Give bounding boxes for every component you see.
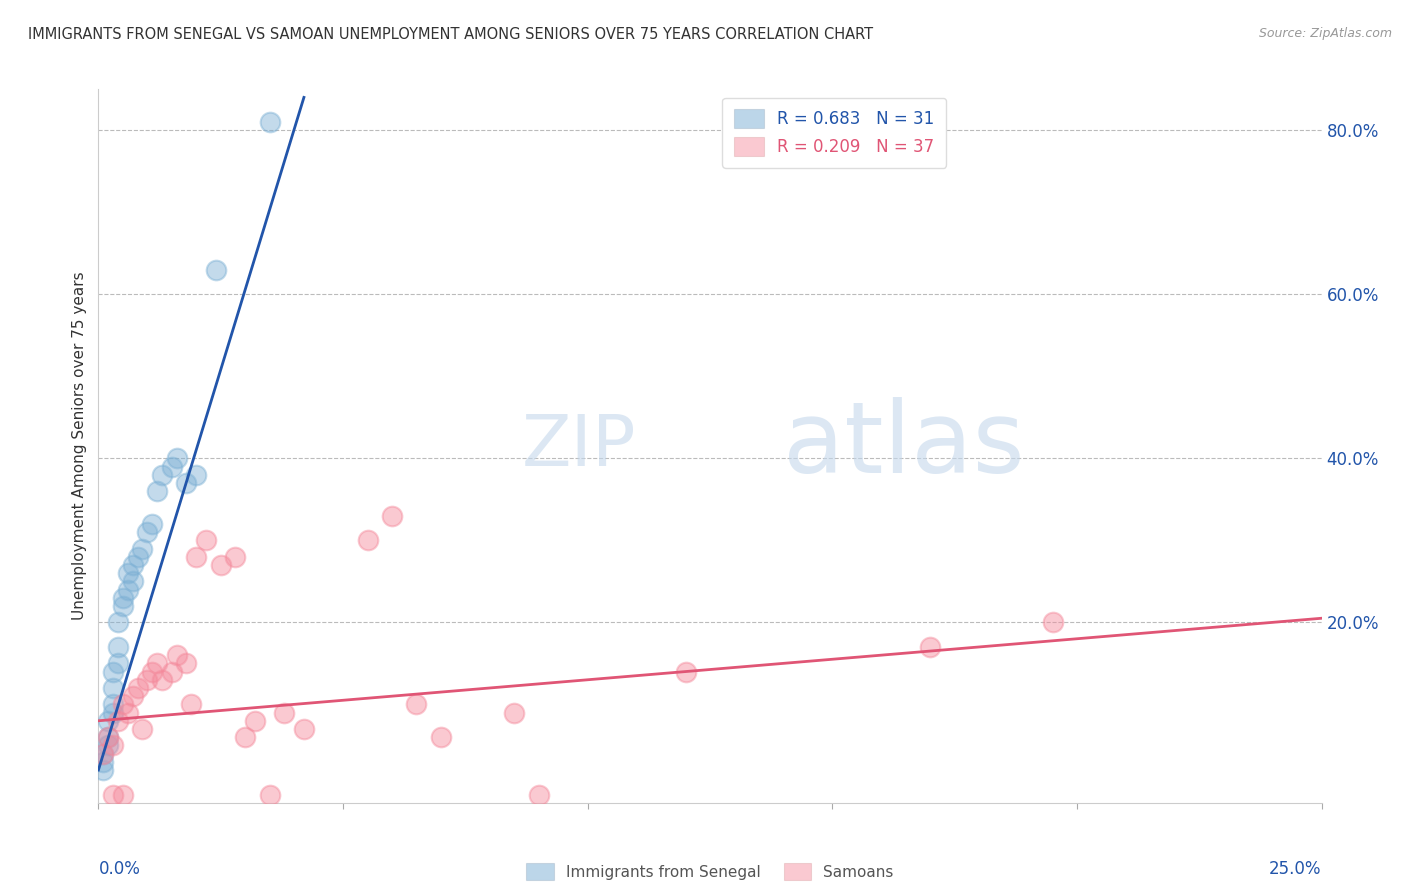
Point (107, 657, 129, 671)
Point (107, 640, 129, 654)
Point (233, 730, 256, 744)
Point (243, 714, 266, 728)
Point (176, 475, 198, 490)
Point (273, 706, 295, 720)
Point (160, 665, 183, 679)
Point (101, 681, 124, 695)
Point (205, 262, 228, 277)
Point (180, 698, 202, 712)
Point (150, 673, 173, 687)
Point (141, 516, 163, 531)
Point (101, 739, 124, 753)
Point (141, 665, 163, 679)
Text: ZIP: ZIP (522, 411, 637, 481)
Point (186, 467, 208, 482)
Point (405, 698, 427, 712)
Point (503, 706, 526, 720)
Point (527, 788, 550, 802)
Point (101, 706, 124, 720)
Text: IMMIGRANTS FROM SENEGAL VS SAMOAN UNEMPLOYMENT AMONG SENIORS OVER 75 YEARS CORRE: IMMIGRANTS FROM SENEGAL VS SAMOAN UNEMPL… (28, 27, 873, 42)
Point (224, 549, 246, 564)
Point (121, 689, 143, 703)
Point (356, 533, 378, 548)
Point (117, 566, 139, 581)
Point (127, 549, 149, 564)
Point (91, 747, 114, 761)
Legend: Immigrants from Senegal, Samoans: Immigrants from Senegal, Samoans (519, 855, 901, 888)
Point (111, 788, 134, 802)
Point (176, 657, 198, 671)
Point (259, 788, 281, 802)
Point (381, 508, 404, 523)
Point (97, 714, 120, 728)
Point (107, 615, 129, 630)
Point (166, 648, 188, 662)
Point (166, 451, 188, 466)
Point (146, 657, 169, 671)
Point (430, 730, 453, 744)
Point (91, 747, 114, 761)
Point (91, 763, 114, 777)
Text: Source: ZipAtlas.com: Source: ZipAtlas.com (1258, 27, 1392, 40)
Point (292, 722, 315, 736)
Point (111, 599, 134, 613)
Point (121, 558, 143, 572)
Point (195, 533, 218, 548)
Point (127, 681, 149, 695)
Point (209, 558, 232, 572)
Point (136, 673, 159, 687)
Point (101, 788, 124, 802)
Point (117, 706, 139, 720)
Point (111, 698, 134, 712)
Point (121, 574, 143, 589)
Point (136, 525, 159, 540)
Point (131, 722, 153, 736)
Point (920, 640, 942, 654)
Point (97, 730, 120, 744)
Point (1042, 615, 1064, 630)
Point (160, 459, 183, 474)
Text: 25.0%: 25.0% (1270, 860, 1322, 878)
Y-axis label: Unemployment Among Seniors over 75 years: Unemployment Among Seniors over 75 years (72, 272, 87, 620)
Point (97, 730, 120, 744)
Point (101, 698, 124, 712)
Point (186, 549, 208, 564)
Point (111, 591, 134, 605)
Point (117, 582, 139, 597)
Point (146, 484, 169, 499)
Point (131, 541, 153, 556)
Point (259, 115, 281, 129)
Point (107, 714, 129, 728)
Point (97, 739, 120, 753)
Point (675, 665, 697, 679)
Text: 0.0%: 0.0% (98, 860, 141, 878)
Point (150, 467, 173, 482)
Point (91, 755, 114, 769)
Text: atlas: atlas (783, 398, 1025, 494)
Point (101, 665, 124, 679)
